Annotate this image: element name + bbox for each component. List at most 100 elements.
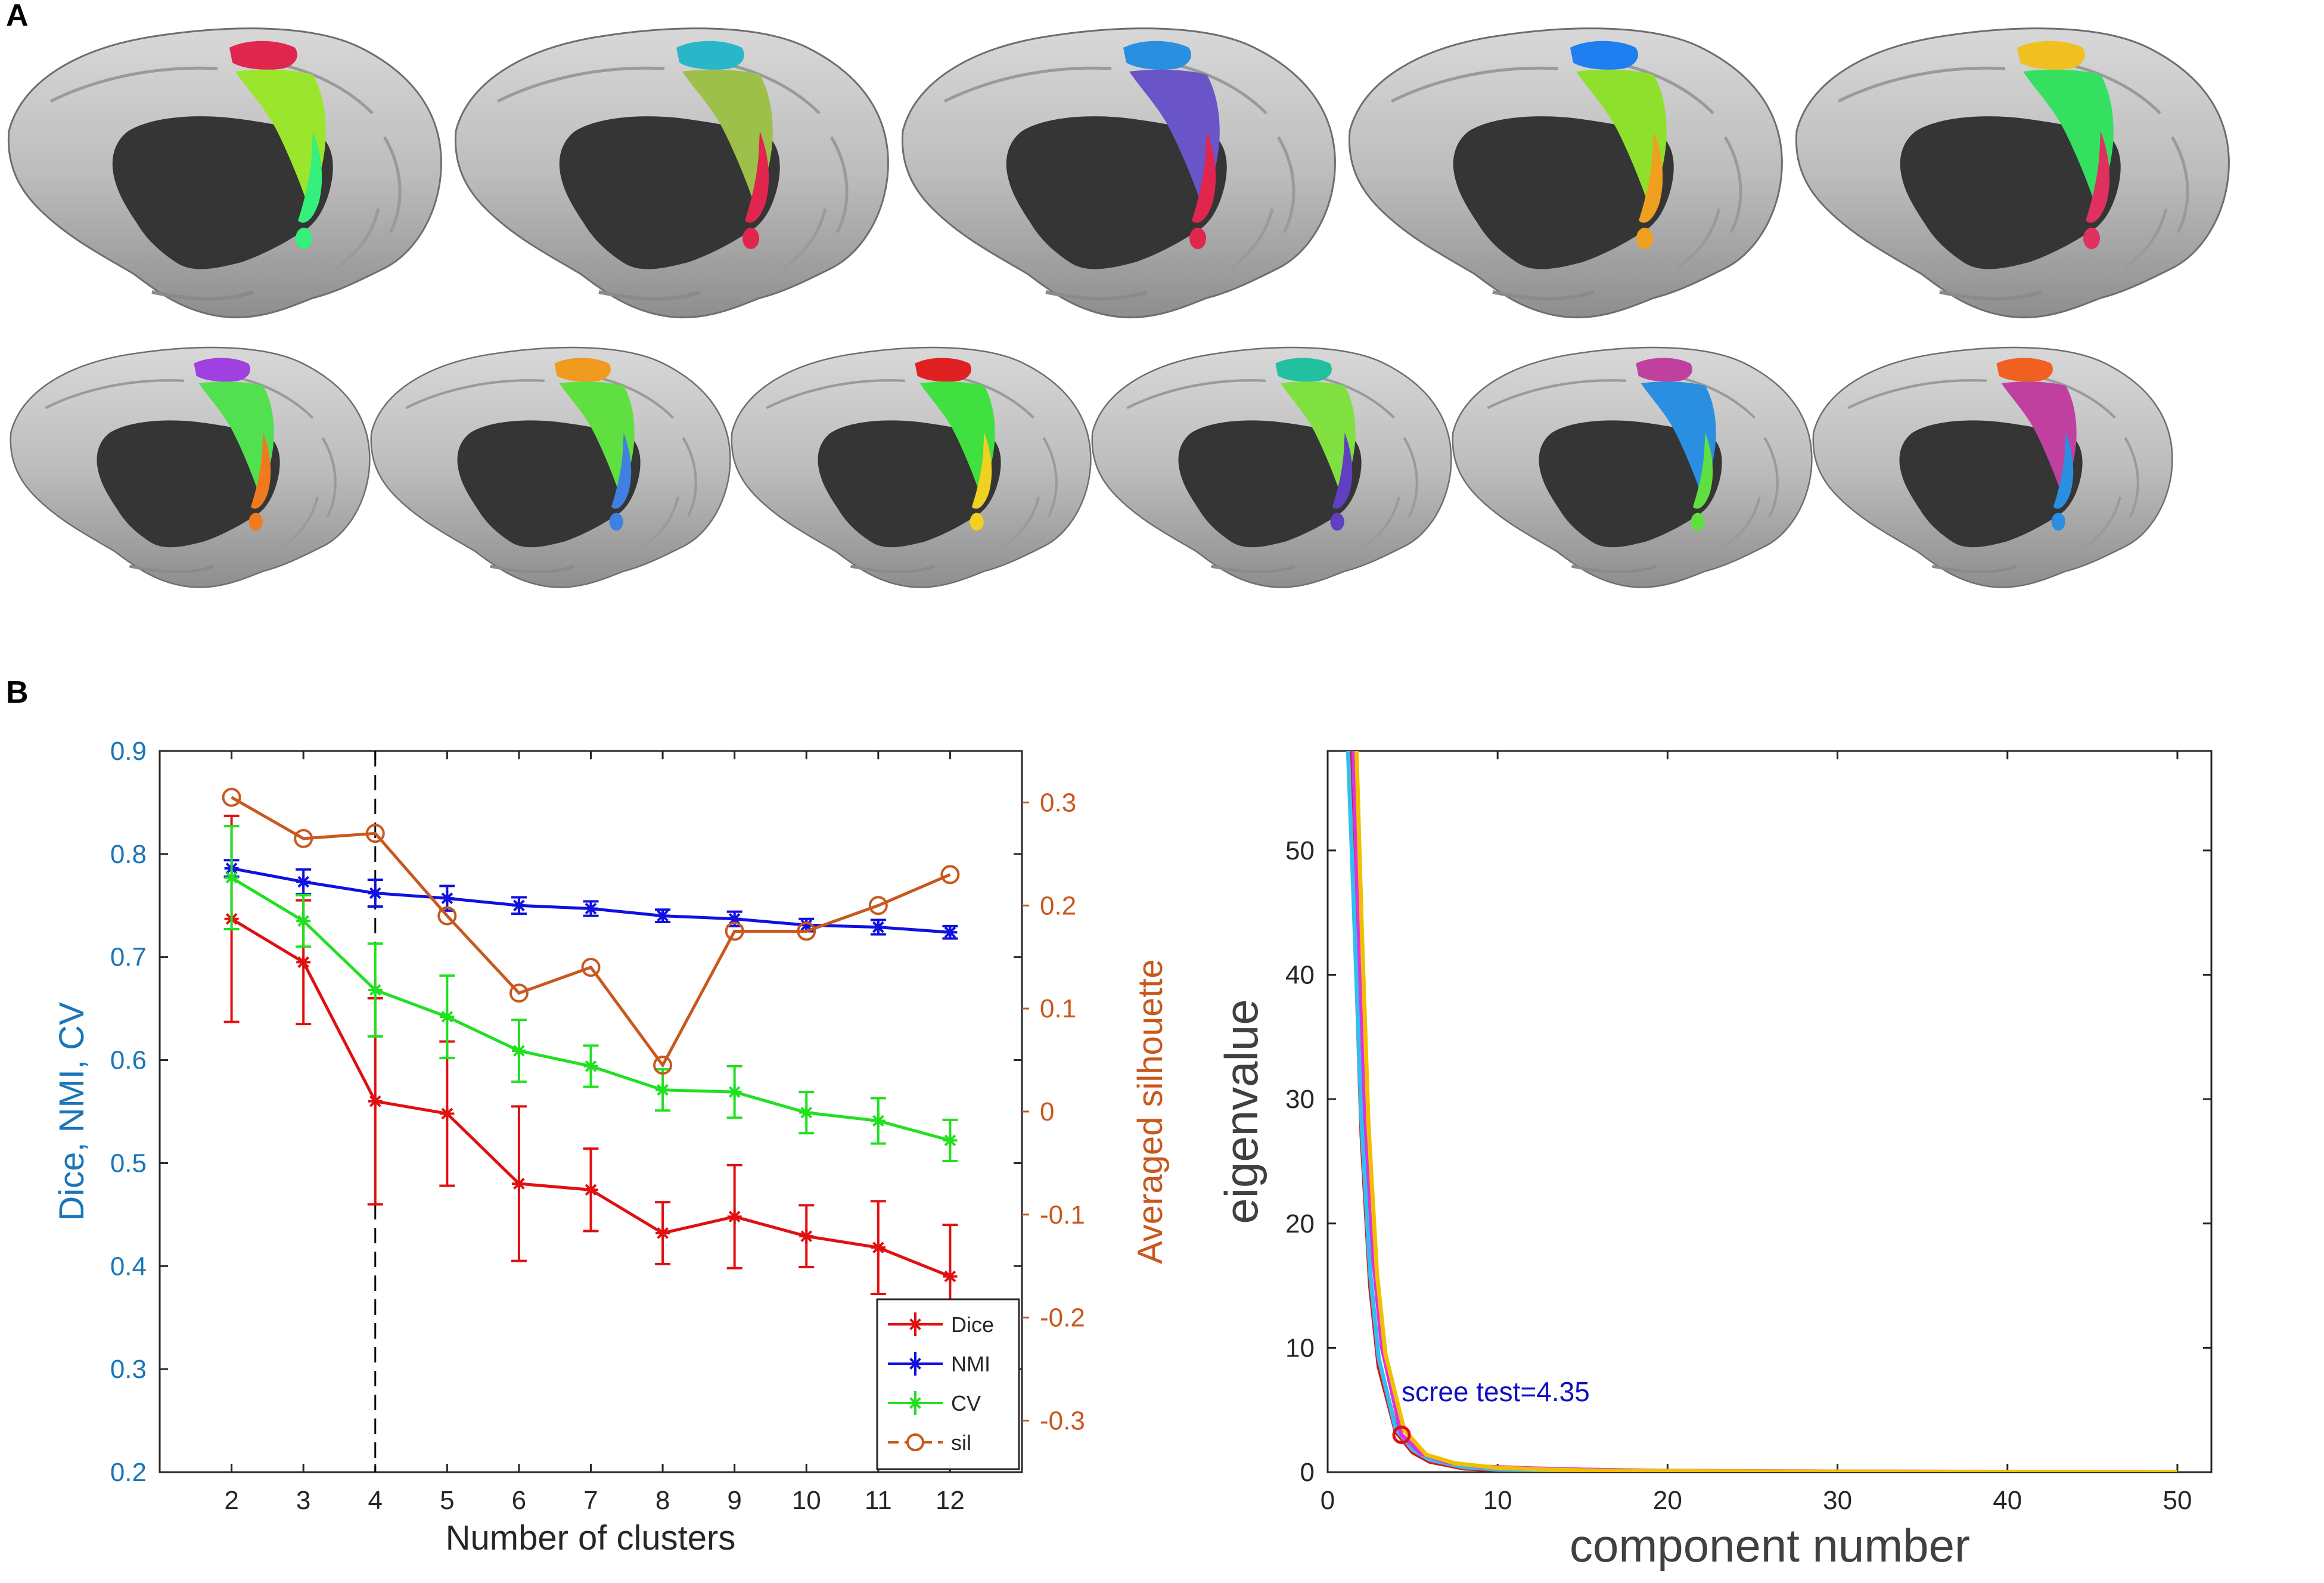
scree-elbow-marker	[1392, 1425, 1411, 1444]
data-point	[655, 908, 670, 923]
x-tick-label: 4	[368, 1486, 383, 1515]
data-point	[943, 1269, 958, 1284]
cluster-region	[1332, 433, 1353, 509]
cluster-region	[1275, 358, 1332, 382]
cluster-region	[2051, 513, 2065, 531]
data-point	[296, 874, 311, 889]
data-point	[296, 955, 311, 970]
data-point	[871, 1113, 886, 1128]
data-point	[799, 1105, 814, 1120]
brain-surface-row1-3	[902, 29, 1335, 318]
cluster-region	[2023, 69, 2114, 203]
y2-tick-label: 0.1	[1040, 994, 1076, 1023]
legend-entry-nmi: NMI	[888, 1352, 990, 1376]
cluster-region	[1636, 358, 1692, 382]
chart-area: 0.2 0.3 0.4 0.5 0.6 0.7 0.8 0.9 -0.3 -0.2 -0.1 0 0.1…	[52, 737, 2213, 1572]
legend: Dice NMI CV sil	[876, 1298, 1020, 1470]
series-line-sil	[231, 796, 951, 1068]
data-point	[365, 824, 385, 843]
brain-surface-row1-5	[1796, 29, 2229, 318]
brain-surface-row2-1	[11, 347, 370, 588]
x-tick-label: 12	[936, 1486, 965, 1515]
data-point	[727, 1209, 742, 1224]
cluster-region	[194, 358, 250, 382]
data-point	[908, 1396, 922, 1410]
legend-label: sil	[951, 1430, 971, 1455]
cluster-region	[2086, 131, 2110, 223]
panel-a-label: A	[6, 0, 29, 33]
y2-tick-label: -0.3	[1040, 1407, 1085, 1436]
data-point	[581, 958, 601, 977]
cluster-region	[296, 228, 312, 249]
data-point	[224, 870, 239, 885]
data-point	[655, 1082, 670, 1097]
x-tick-label: 50	[2163, 1486, 2192, 1515]
y-tick-label: 0.5	[110, 1149, 147, 1178]
data-point	[222, 787, 241, 807]
brain-surface-row1-1	[8, 29, 441, 318]
brain-surface-row1-4	[1349, 29, 1782, 318]
x-axis-label: component number	[1570, 1519, 1970, 1572]
cluster-region	[745, 131, 769, 223]
legend-entry-cv: CV	[888, 1391, 981, 1416]
cluster-region	[250, 433, 271, 509]
cluster-region	[1996, 358, 2053, 382]
y-tick-label: 30	[1285, 1085, 1315, 1114]
brain-surface-grid	[0, 0, 2324, 662]
data-point	[727, 1085, 742, 1100]
data-point	[871, 1240, 886, 1255]
y-tick-label: 50	[1285, 836, 1315, 865]
cluster-region	[1129, 69, 1220, 203]
data-point	[653, 1056, 673, 1075]
x-tick-label: 40	[1993, 1486, 2022, 1515]
data-point	[940, 865, 960, 884]
y-tick-label: 0.6	[110, 1046, 147, 1075]
cluster-region	[559, 381, 635, 492]
brain-surface-row2-6	[1813, 347, 2173, 588]
brain-surface-row2-4	[1092, 347, 1452, 588]
y-tick-label: 40	[1285, 961, 1315, 990]
cluster-region	[1189, 228, 1206, 249]
data-point	[294, 828, 313, 848]
data-point	[797, 921, 816, 941]
cluster-region	[611, 433, 632, 509]
x-tick-label: 10	[1483, 1486, 1512, 1515]
cluster-region	[609, 513, 623, 531]
data-point	[799, 1229, 814, 1244]
y-tick-label: 0.9	[110, 737, 147, 766]
scree-test-annotation: scree test=4.35	[1402, 1376, 1590, 1407]
cluster-region	[1192, 131, 1216, 223]
panel-b-label: B	[6, 675, 29, 710]
data-point	[868, 896, 888, 915]
x-tick-label: 5	[440, 1486, 454, 1515]
x-tick-label: 0	[1321, 1486, 1335, 1515]
cluster-region	[298, 131, 322, 223]
y-axis-label-right: Averaged silhouette	[1131, 959, 1170, 1264]
data-point	[368, 983, 383, 998]
y-tick-label: 0.2	[110, 1458, 147, 1487]
data-point	[437, 906, 457, 926]
brain-surface-row1-2	[455, 29, 888, 318]
x-tick-label: 30	[1823, 1486, 1852, 1515]
data-point	[908, 1357, 922, 1371]
y-axis-label-left: Dice, NMI, CV	[52, 1002, 91, 1221]
y-tick-label: 10	[1285, 1333, 1315, 1362]
legend-label: Dice	[951, 1312, 994, 1337]
data-point	[943, 925, 958, 940]
data-point	[509, 983, 529, 1003]
cluster-region	[2001, 381, 2077, 492]
cluster-region	[2083, 228, 2100, 249]
data-point	[871, 920, 886, 935]
cluster-region	[676, 41, 744, 70]
legend-entry-dice: Dice	[888, 1312, 994, 1337]
y2-tick-label: -0.1	[1040, 1200, 1085, 1230]
cluster-region	[235, 69, 326, 203]
y-axis-label: eigenvalue	[1215, 999, 1267, 1224]
x-tick-label: 7	[583, 1486, 598, 1515]
data-point	[511, 1044, 526, 1059]
data-point	[296, 914, 311, 929]
x-tick-label: 20	[1653, 1486, 1682, 1515]
brain-surface-row2-2	[371, 347, 731, 588]
y-tick-label: 20	[1285, 1209, 1315, 1239]
